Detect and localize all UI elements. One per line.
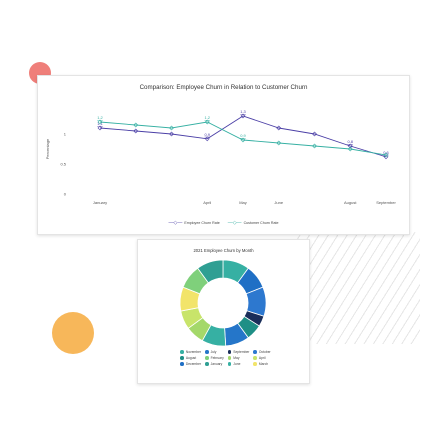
donut-legend-item: September — [227, 350, 250, 354]
series-point — [169, 125, 174, 131]
series-point — [240, 113, 246, 119]
y-tick-label: 0.5 — [60, 162, 66, 167]
legend-dot-icon — [253, 356, 257, 360]
series-point — [240, 137, 246, 143]
donut-legend-item: February — [205, 356, 224, 360]
legend-dot-icon — [253, 362, 257, 366]
donut-legend-label: January — [210, 362, 223, 366]
donut-legend-item: July — [205, 350, 224, 354]
line-chart-title: Comparison: Employee Churn in Relation t… — [139, 84, 308, 91]
donut-legend-item: April — [253, 356, 270, 360]
donut-legend-item: May — [227, 356, 250, 360]
series-point — [347, 143, 353, 149]
legend-dot-icon — [227, 356, 232, 360]
donut-legend-label: October — [258, 350, 271, 354]
series-point — [204, 119, 210, 125]
series-point — [133, 128, 139, 134]
line-chart-plot: Percentage 0 0.5 1 January April May June August… — [45, 109, 396, 205]
donut-legend-item: November — [180, 350, 201, 354]
x-tick-label: May — [239, 200, 247, 205]
series-point — [97, 125, 103, 131]
donut-legend-label: December — [185, 362, 202, 366]
series-point — [276, 140, 282, 146]
x-tick-label: January — [93, 200, 107, 205]
series-point — [169, 131, 174, 137]
data-label: 0.8 — [347, 139, 353, 144]
donut-legend-label: February — [210, 356, 224, 360]
donut-legend-item: January — [205, 362, 224, 366]
legend-marker-icon: —◇— — [168, 220, 183, 226]
donut-slice-january — [197, 259, 224, 284]
legend-dot-icon — [227, 350, 232, 354]
data-label: 0.9 — [204, 132, 210, 137]
data-label: 0.6 — [383, 150, 389, 155]
series-point — [204, 136, 210, 142]
legend-dot-icon — [205, 350, 209, 354]
x-tick-label: June — [274, 200, 283, 205]
donut-legend-item: December — [180, 362, 201, 366]
donut-legend-label: April — [258, 356, 266, 360]
legend-dot-icon — [180, 362, 184, 366]
x-tick-label: April — [203, 200, 211, 205]
series-point — [312, 131, 317, 137]
donut-legend-label: March — [258, 362, 269, 366]
donut-chart-legend: November July September October August Februa… — [148, 350, 303, 366]
series-line-2 — [99, 121, 387, 156]
data-label: 1.2 — [204, 115, 210, 120]
line-chart-legend: —◇— Employee Churn Rate —◇— Customer Churn … — [38, 220, 409, 226]
legend-dot-icon — [253, 350, 257, 354]
legend-dot-icon — [180, 350, 184, 354]
data-label: 1.2 — [97, 115, 103, 120]
legend-marker-icon: —◇— — [227, 220, 242, 226]
legend-label: Customer Churn Rate — [243, 220, 279, 225]
legend-item: —◇— Employee Churn Rate — [168, 220, 219, 226]
legend-dot-icon — [205, 356, 209, 360]
series-point — [133, 122, 139, 128]
line-chart-card: Comparison: Employee Churn in Relation t… — [37, 75, 410, 235]
x-tick-label: September — [376, 200, 396, 205]
y-tick-label: 1 — [64, 132, 67, 137]
data-label: 0.9 — [240, 133, 246, 138]
donut-chart-card: 2021 Employee Churn by Month November Jul… — [137, 239, 310, 384]
series-point — [383, 154, 389, 160]
y-tick-label: 0 — [64, 192, 67, 197]
series-line-1 — [99, 115, 387, 158]
donut-legend-item: March — [253, 362, 270, 366]
legend-dot-icon — [227, 362, 232, 366]
series-point — [97, 119, 103, 125]
legend-label: Employee Churn Rate — [184, 220, 220, 225]
y-axis-label: Percentage — [45, 138, 50, 159]
donut-legend-item: June — [227, 362, 250, 366]
donut-legend-label: May — [233, 356, 240, 360]
legend-dot-icon — [180, 356, 184, 360]
legend-dot-icon — [205, 362, 209, 366]
series-point — [383, 152, 389, 158]
decorative-orange-circle — [52, 312, 94, 354]
donut-legend-label: June — [233, 362, 241, 366]
donut-legend-item: August — [180, 356, 201, 360]
series-point — [312, 143, 317, 149]
series-point — [347, 146, 353, 152]
donut-chart-title: 2021 Employee Churn by Month — [193, 248, 254, 253]
donut-legend-item: October — [253, 350, 271, 354]
donut-chart-plot — [179, 259, 267, 347]
data-label: 1.3 — [240, 109, 246, 114]
donut-legend-label: November — [185, 350, 202, 354]
decorative-hatch-pattern — [292, 232, 420, 344]
donut-legend-label: July — [210, 350, 217, 354]
series-point — [276, 125, 282, 131]
x-tick-label: August — [344, 200, 357, 205]
donut-legend-label: September — [233, 350, 250, 354]
donut-legend-label: August — [185, 356, 197, 360]
legend-item: —◇— Customer Churn Rate — [228, 220, 279, 226]
